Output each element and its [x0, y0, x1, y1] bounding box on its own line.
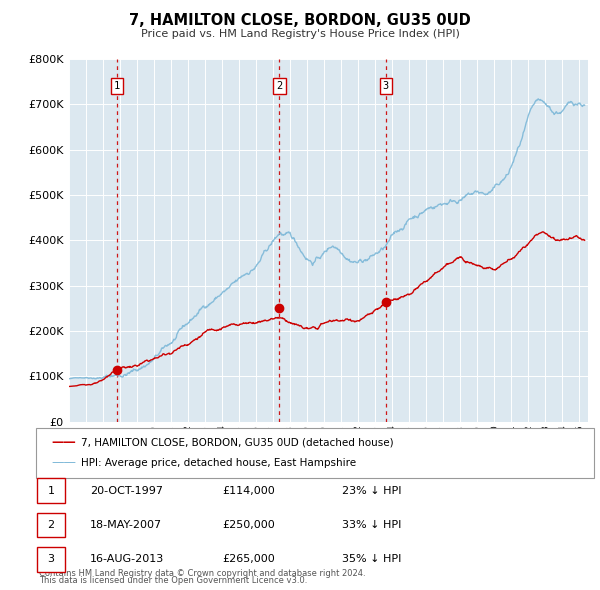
Text: 3: 3 — [47, 555, 55, 564]
Text: This data is licensed under the Open Government Licence v3.0.: This data is licensed under the Open Gov… — [39, 576, 307, 585]
Text: 1: 1 — [47, 486, 55, 496]
Text: Contains HM Land Registry data © Crown copyright and database right 2024.: Contains HM Land Registry data © Crown c… — [39, 569, 365, 578]
Text: 1: 1 — [113, 81, 120, 91]
Text: £265,000: £265,000 — [222, 555, 275, 564]
Text: 35% ↓ HPI: 35% ↓ HPI — [342, 555, 401, 564]
Text: HPI: Average price, detached house, East Hampshire: HPI: Average price, detached house, East… — [81, 458, 356, 468]
Text: ——: —— — [51, 457, 76, 470]
Text: 7, HAMILTON CLOSE, BORDON, GU35 0UD: 7, HAMILTON CLOSE, BORDON, GU35 0UD — [129, 13, 471, 28]
Text: ——: —— — [51, 436, 76, 449]
Text: 23% ↓ HPI: 23% ↓ HPI — [342, 486, 401, 496]
Text: 3: 3 — [383, 81, 389, 91]
Text: £250,000: £250,000 — [222, 520, 275, 530]
Text: 7, HAMILTON CLOSE, BORDON, GU35 0UD (detached house): 7, HAMILTON CLOSE, BORDON, GU35 0UD (det… — [81, 438, 394, 448]
Text: 18-MAY-2007: 18-MAY-2007 — [90, 520, 162, 530]
Text: 16-AUG-2013: 16-AUG-2013 — [90, 555, 164, 564]
Text: Price paid vs. HM Land Registry's House Price Index (HPI): Price paid vs. HM Land Registry's House … — [140, 30, 460, 39]
Text: 33% ↓ HPI: 33% ↓ HPI — [342, 520, 401, 530]
Text: £114,000: £114,000 — [222, 486, 275, 496]
Text: 2: 2 — [47, 520, 55, 530]
Text: 2: 2 — [277, 81, 283, 91]
Text: 20-OCT-1997: 20-OCT-1997 — [90, 486, 163, 496]
